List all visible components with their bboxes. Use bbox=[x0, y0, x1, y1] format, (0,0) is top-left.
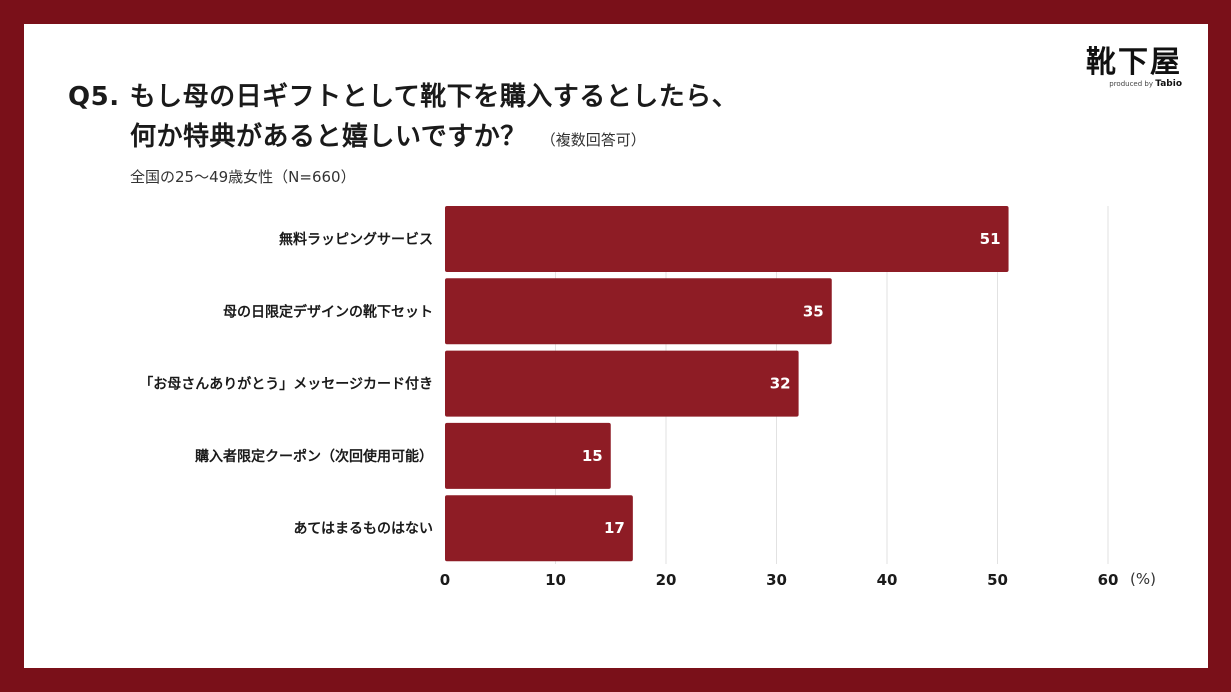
question-title-line1: Q5. もし母の日ギフトとして靴下を購入するとしたら、 bbox=[68, 76, 738, 113]
chart-subtitle: 全国の25〜49歳女性（N=660） bbox=[130, 168, 356, 186]
logo-brand: Tabio bbox=[1155, 79, 1182, 89]
bar bbox=[445, 278, 832, 345]
x-tick-label: 40 bbox=[877, 571, 898, 589]
category-label: 購入者限定クーポン（次回使用可能） bbox=[194, 448, 433, 465]
category-label: 「お母さんありがとう」メッセージカード付き bbox=[139, 376, 433, 393]
chart-card: Q5. もし母の日ギフトとして靴下を購入するとしたら、 何か特典があると嬉しいです… bbox=[24, 24, 1208, 668]
x-tick-label: 0 bbox=[440, 571, 450, 589]
bar bbox=[445, 422, 611, 489]
category-label: 無料ラッピングサービス bbox=[279, 231, 433, 248]
logo-subline: produced by Tabio bbox=[1086, 80, 1182, 89]
question-text-1: もし母の日ギフトとして靴下を購入するとしたら、 bbox=[129, 82, 739, 112]
category-label: あてはまるものはない bbox=[294, 521, 433, 537]
logo-name: 靴下屋 bbox=[1086, 45, 1182, 80]
bar bbox=[445, 495, 633, 562]
logo-sub-text: produced by bbox=[1109, 80, 1153, 88]
x-tick-label: 30 bbox=[766, 571, 787, 589]
value-label: 35 bbox=[803, 302, 824, 320]
question-text-2: 何か特典があると嬉しいですか？ bbox=[130, 122, 527, 152]
question-number: Q5. bbox=[68, 82, 120, 112]
x-axis-unit: (%) bbox=[1130, 570, 1156, 588]
question-note: （複数回答可） bbox=[540, 131, 646, 149]
x-tick-label: 60 bbox=[1098, 571, 1119, 589]
value-label: 51 bbox=[980, 230, 1001, 248]
x-tick-label: 50 bbox=[987, 571, 1008, 589]
category-label: 母の日限定デザインの靴下セット bbox=[223, 303, 433, 320]
value-label: 15 bbox=[582, 447, 603, 465]
bar bbox=[445, 350, 799, 417]
bar-chart: 無料ラッピングサービス 51 母の日限定デザインの靴下セット 35 「お母さんありがとう… bbox=[139, 206, 1156, 589]
x-tick-label: 20 bbox=[656, 571, 677, 589]
bar bbox=[445, 206, 1009, 272]
question-title-line2: 何か特典があると嬉しいですか？ （複数回答可） bbox=[130, 116, 646, 153]
brand-logo: 靴下屋 produced by Tabio bbox=[1086, 46, 1182, 89]
value-label: 32 bbox=[770, 375, 791, 393]
value-label: 17 bbox=[604, 519, 625, 537]
x-tick-label: 10 bbox=[545, 571, 566, 589]
